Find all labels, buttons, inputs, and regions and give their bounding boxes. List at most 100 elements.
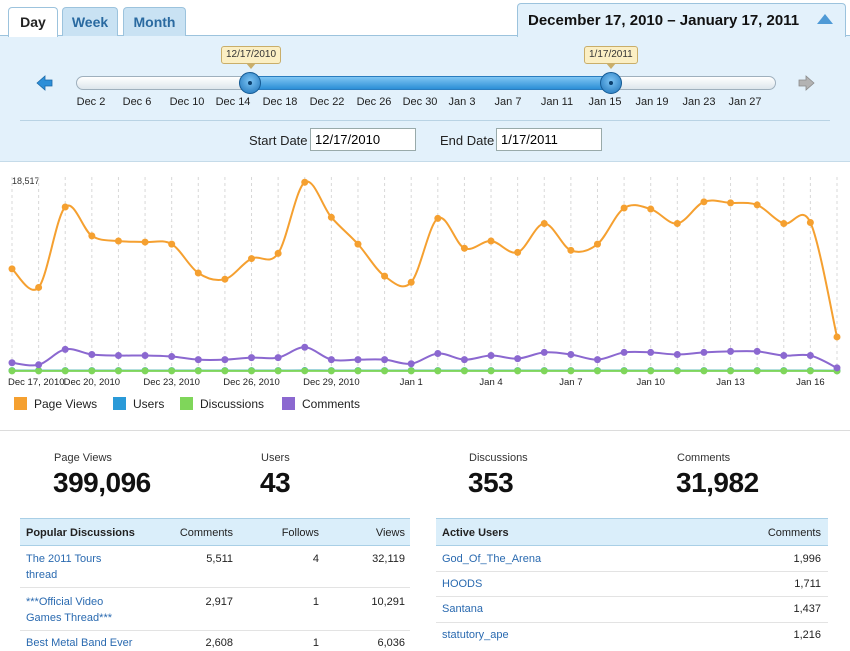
user-link[interactable]: statutory_ape <box>442 629 509 641</box>
data-point[interactable] <box>88 367 96 375</box>
data-point[interactable] <box>567 350 575 358</box>
data-point[interactable] <box>780 352 788 360</box>
data-point[interactable] <box>301 343 309 351</box>
data-point[interactable] <box>248 255 256 263</box>
data-point[interactable] <box>114 237 122 245</box>
col-comments[interactable]: Comments <box>179 527 233 539</box>
data-point[interactable] <box>806 367 814 375</box>
data-point[interactable] <box>487 367 495 375</box>
data-point[interactable] <box>833 333 841 341</box>
end-handle[interactable] <box>600 72 622 94</box>
data-point[interactable] <box>248 367 256 375</box>
data-point[interactable] <box>593 356 601 364</box>
data-point[interactable] <box>168 367 176 375</box>
data-point[interactable] <box>114 367 122 375</box>
data-point[interactable] <box>301 367 309 375</box>
data-point[interactable] <box>35 367 43 375</box>
user-link[interactable]: Santana <box>442 603 483 615</box>
start-handle[interactable] <box>239 72 261 94</box>
data-point[interactable] <box>673 219 681 227</box>
arrow-right-icon[interactable] <box>797 74 815 92</box>
data-point[interactable] <box>753 347 761 355</box>
data-point[interactable] <box>673 350 681 358</box>
data-point[interactable] <box>168 240 176 248</box>
col-comments[interactable]: Comments <box>767 527 821 539</box>
data-point[interactable] <box>381 367 389 375</box>
data-point[interactable] <box>327 367 335 375</box>
data-point[interactable] <box>141 238 149 246</box>
data-point[interactable] <box>381 356 389 364</box>
arrow-left-icon[interactable] <box>36 74 54 92</box>
col-follows[interactable]: Follows <box>281 527 319 539</box>
data-point[interactable] <box>540 348 548 356</box>
data-point[interactable] <box>514 367 522 375</box>
tab-week[interactable]: Week <box>62 7 118 36</box>
data-point[interactable] <box>274 249 282 257</box>
data-point[interactable] <box>248 354 256 362</box>
data-point[interactable] <box>620 348 628 356</box>
data-point[interactable] <box>460 244 468 252</box>
data-point[interactable] <box>593 240 601 248</box>
data-point[interactable] <box>381 272 389 280</box>
data-point[interactable] <box>460 356 468 364</box>
data-point[interactable] <box>647 367 655 375</box>
data-point[interactable] <box>114 352 122 360</box>
data-point[interactable] <box>487 352 495 360</box>
data-point[interactable] <box>514 355 522 363</box>
data-point[interactable] <box>407 360 415 368</box>
data-point[interactable] <box>88 232 96 240</box>
discussion-link[interactable]: Best Metal Band Ever <box>26 637 133 649</box>
data-point[interactable] <box>327 356 335 364</box>
data-point[interactable] <box>194 367 202 375</box>
data-point[interactable] <box>8 367 16 375</box>
data-point[interactable] <box>727 347 735 355</box>
data-point[interactable] <box>780 367 788 375</box>
data-point[interactable] <box>141 352 149 360</box>
legend-users[interactable]: Users <box>113 396 164 412</box>
data-point[interactable] <box>673 367 681 375</box>
data-point[interactable] <box>434 349 442 357</box>
data-point[interactable] <box>61 367 69 375</box>
data-point[interactable] <box>593 367 601 375</box>
data-point[interactable] <box>540 367 548 375</box>
data-point[interactable] <box>567 246 575 254</box>
data-point[interactable] <box>8 359 16 367</box>
data-point[interactable] <box>221 275 229 283</box>
data-point[interactable] <box>700 367 708 375</box>
data-point[interactable] <box>780 219 788 227</box>
data-point[interactable] <box>540 219 548 227</box>
data-point[interactable] <box>806 352 814 360</box>
legend-page-views[interactable]: Page Views <box>14 396 97 412</box>
data-point[interactable] <box>806 218 814 226</box>
discussion-link-line2[interactable]: Games Thread*** <box>26 612 113 624</box>
data-point[interactable] <box>274 367 282 375</box>
data-point[interactable] <box>434 214 442 222</box>
data-point[interactable] <box>354 367 362 375</box>
legend-comments[interactable]: Comments <box>282 396 360 412</box>
data-point[interactable] <box>301 178 309 186</box>
data-point[interactable] <box>168 353 176 361</box>
user-link[interactable]: God_Of_The_Arena <box>442 553 542 565</box>
data-point[interactable] <box>327 213 335 221</box>
data-point[interactable] <box>514 248 522 256</box>
discussion-link-line2[interactable]: thread <box>26 569 58 581</box>
start-date-input[interactable] <box>310 128 416 151</box>
collapse-triangle-icon[interactable] <box>817 14 833 24</box>
data-point[interactable] <box>647 348 655 356</box>
data-point[interactable] <box>460 367 468 375</box>
data-point[interactable] <box>833 364 841 372</box>
data-point[interactable] <box>274 354 282 362</box>
data-point[interactable] <box>700 348 708 356</box>
data-point[interactable] <box>487 237 495 245</box>
data-point[interactable] <box>141 367 149 375</box>
timeline-selected-range[interactable] <box>250 76 612 90</box>
data-point[interactable] <box>434 367 442 375</box>
data-point[interactable] <box>567 367 575 375</box>
discussion-link[interactable]: ***Official Video <box>26 596 104 608</box>
data-point[interactable] <box>194 269 202 277</box>
data-point[interactable] <box>61 203 69 211</box>
data-point[interactable] <box>753 367 761 375</box>
data-point[interactable] <box>35 283 43 291</box>
data-point[interactable] <box>35 361 43 369</box>
data-point[interactable] <box>407 367 415 375</box>
